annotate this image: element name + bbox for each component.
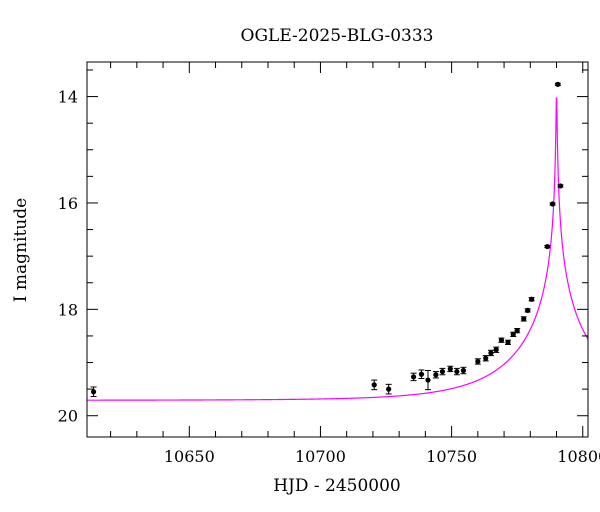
data-point-7 [439,368,446,375]
data-point-10 [460,367,467,374]
y-axis-label: I magnitude [11,198,31,302]
model-curve [87,97,588,401]
data-point-24 [555,81,561,87]
data-point-6 [433,372,439,378]
data-point-11 [475,358,481,365]
data-point-3 [410,374,417,380]
x-axis-label: HJD - 2450000 [273,476,401,496]
data-point-15 [498,337,505,343]
x-tick-label: 10700 [295,447,346,466]
chart-title: OGLE-2025-BLG-0333 [241,26,434,46]
data-point-21 [529,296,535,302]
y-tick-label: 20 [58,407,78,426]
x-tick-label: 10800 [557,447,600,466]
data-point-14 [493,347,499,353]
y-tick-label: 16 [58,194,78,213]
data-point-19 [521,316,527,322]
data-point-16 [505,339,511,345]
data-point-4 [418,371,425,377]
y-tick-label: 14 [58,88,78,107]
data-point-5 [425,377,431,383]
data-point-20 [525,307,531,314]
data-point-25 [557,183,564,189]
data-point-1 [371,382,377,388]
data-point-22 [544,243,550,250]
data-point-18 [514,328,520,334]
data-point-2 [386,386,392,392]
data-point-13 [488,350,494,356]
x-tick-label: 10650 [164,447,215,466]
plot-area: 10650 10700 10750 10800 14 16 18 20 [58,61,600,466]
data-point-9 [454,368,460,375]
data-point-23 [549,201,556,207]
y-tick-label: 18 [58,300,78,319]
plot-frame [86,61,589,438]
data-point-8 [447,366,453,372]
data-point-0 [90,389,97,395]
x-tick-label: 10750 [426,447,477,466]
data-point-12 [483,355,489,361]
